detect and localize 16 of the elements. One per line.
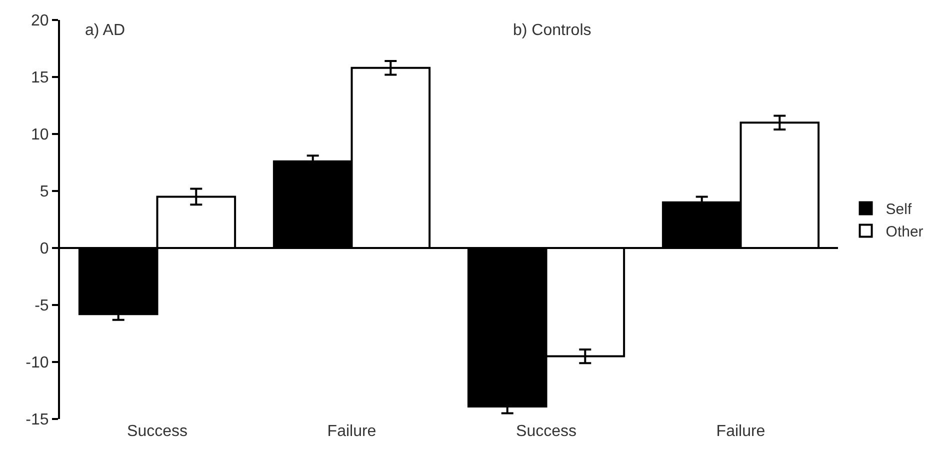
y-tick-label: -15	[26, 412, 49, 429]
annotation: a) AD	[85, 22, 126, 39]
legend-label: Other	[886, 224, 924, 241]
annotation: b) Controls	[513, 22, 592, 39]
y-tick-label: 5	[40, 184, 49, 201]
y-tick-label: -10	[26, 354, 49, 372]
y-tick-label: 0	[40, 240, 49, 258]
x-tick-label: Failure	[327, 423, 376, 440]
y-tick-label: -5	[34, 298, 49, 315]
y-tick-label: 10	[31, 126, 49, 144]
legend-label: Self	[886, 201, 912, 218]
y-tick-label: 15	[31, 70, 49, 87]
x-tick-label: Success	[516, 423, 576, 440]
x-tick-label: Failure	[716, 423, 766, 440]
x-tick-label: Success	[127, 423, 188, 440]
y-tick-label: 20	[31, 12, 49, 30]
